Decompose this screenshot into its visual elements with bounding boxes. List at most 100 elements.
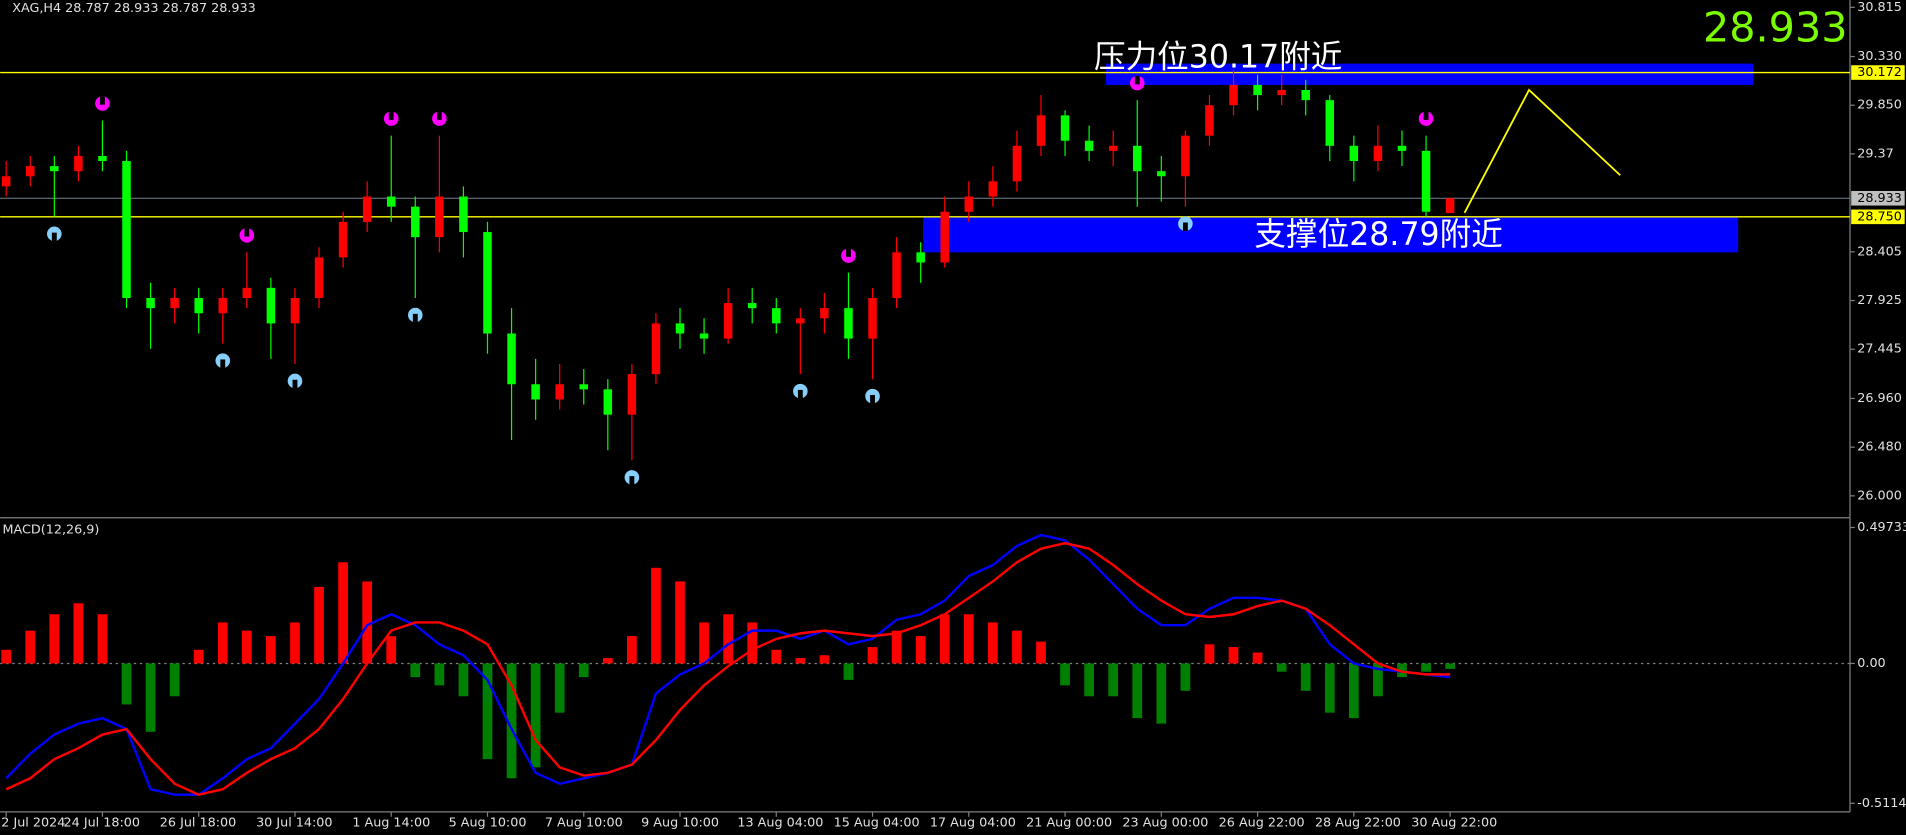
fractal-notch xyxy=(388,111,394,120)
macd-line xyxy=(5,541,1451,796)
histogram-bar xyxy=(241,630,252,664)
candle-body xyxy=(747,303,757,309)
candle-body xyxy=(1205,105,1214,136)
x-tick-label: 9 Aug 10:00 xyxy=(641,815,719,830)
histogram-bar xyxy=(1421,663,1431,672)
histogram-bar xyxy=(1300,663,1311,691)
histogram-bar xyxy=(627,636,637,664)
forecast-line xyxy=(1463,88,1621,214)
candle-body xyxy=(1181,135,1190,177)
histogram-bar xyxy=(121,663,132,705)
x-tick-label: 23 Aug 00:00 xyxy=(1122,815,1208,830)
candle-body xyxy=(507,333,516,385)
histogram-bar xyxy=(554,663,565,713)
histogram-bar xyxy=(1108,663,1119,697)
candle-body xyxy=(1229,84,1238,106)
candle-body xyxy=(314,257,324,299)
candle-body xyxy=(675,323,685,334)
candle-body xyxy=(146,298,155,309)
price-tag xyxy=(1851,65,1905,80)
y-tick-label: 27.445 xyxy=(1857,342,1902,357)
histogram-bar xyxy=(843,663,854,680)
fractal-notch xyxy=(292,379,298,389)
candle-body xyxy=(338,221,348,258)
candle-body xyxy=(699,333,709,339)
fractal-notch xyxy=(51,232,57,242)
histogram-bar xyxy=(915,636,926,664)
fractal-notch xyxy=(1134,75,1140,85)
histogram-bar xyxy=(49,614,60,664)
candle-body xyxy=(1349,145,1359,162)
histogram-bar xyxy=(290,622,300,664)
candle-body xyxy=(1012,145,1022,182)
fractal-notch xyxy=(412,313,418,323)
x-tick-label: 5 Aug 10:00 xyxy=(449,815,527,830)
y-tick-label: -0.51146 xyxy=(1857,796,1906,811)
fractal-notch xyxy=(629,476,635,485)
histogram-bar xyxy=(1276,663,1287,672)
y-tick-label: 29.850 xyxy=(1857,98,1902,113)
x-tick-label: 1 Aug 14:00 xyxy=(352,815,430,830)
y-tick-label: 26.000 xyxy=(1857,488,1902,503)
fractal-notch xyxy=(436,111,442,120)
y-tick-label: 26.960 xyxy=(1857,391,1902,406)
candle-body xyxy=(1036,115,1046,146)
candle-body xyxy=(266,287,276,324)
x-tick-label: 2 Jul 2024 xyxy=(1,815,65,830)
last-price-big: 28.933 xyxy=(1703,3,1848,51)
histogram-bar xyxy=(699,622,709,664)
histogram-bar xyxy=(1156,663,1167,724)
candle-body xyxy=(1445,198,1455,214)
histogram-bar xyxy=(747,622,758,664)
candle-body xyxy=(25,166,35,177)
indicator-title: MACD(12,26,9) xyxy=(3,522,100,537)
histogram-bar xyxy=(1084,663,1094,697)
candle-body xyxy=(1108,145,1118,151)
fractal-notch xyxy=(846,248,851,257)
candle-body xyxy=(1253,84,1262,96)
x-tick-label: 21 Aug 00:00 xyxy=(1026,815,1112,830)
fractal-notch xyxy=(220,359,226,368)
y-tick-label: 30.330 xyxy=(1857,49,1902,64)
fractal-notch xyxy=(1182,222,1188,231)
histogram-bar xyxy=(1252,652,1263,664)
candle-body xyxy=(772,308,781,324)
histogram-bar xyxy=(795,657,806,664)
price-tag-label: 28.750 xyxy=(1857,209,1902,224)
candle-body xyxy=(1301,89,1310,101)
x-tick-label: 17 Aug 04:00 xyxy=(930,815,1016,830)
histogram-bar xyxy=(73,603,84,664)
zone-label: 支撑位28.79附近 xyxy=(1254,217,1502,253)
candle-body xyxy=(435,196,444,238)
candle-body xyxy=(844,308,853,339)
candle-body xyxy=(242,287,252,299)
x-tick-label: 7 Aug 10:00 xyxy=(545,815,623,830)
price-tag-label: 30.172 xyxy=(1857,65,1902,80)
histogram-bar xyxy=(434,663,445,686)
y-tick-label: 0.00 xyxy=(1857,656,1885,671)
y-tick-label: 0.49733 xyxy=(1857,520,1906,535)
x-tick-label: 30 Jul 14:00 xyxy=(256,815,332,830)
y-tick-label: 30.815 xyxy=(1857,0,1902,15)
histogram-bar xyxy=(1228,647,1239,664)
histogram-bar xyxy=(988,622,998,664)
histogram-bar xyxy=(1060,663,1070,686)
histogram-bar xyxy=(410,663,421,678)
candle-body xyxy=(218,298,228,314)
candle-body xyxy=(1157,171,1166,177)
x-tick-label: 24 Jul 18:00 xyxy=(64,815,140,830)
candle-body xyxy=(1421,150,1431,212)
candle-body xyxy=(964,196,974,212)
candle-body xyxy=(988,181,998,197)
histogram-bar xyxy=(1012,630,1022,664)
histogram-bar xyxy=(1036,641,1046,664)
y-tick-label: 28.405 xyxy=(1857,244,1902,259)
histogram-bar xyxy=(939,614,950,664)
candle-body xyxy=(531,384,540,400)
candle-body xyxy=(362,196,372,222)
candle-body xyxy=(1060,115,1070,141)
candle-body xyxy=(290,298,300,324)
histogram-bar xyxy=(891,630,902,664)
